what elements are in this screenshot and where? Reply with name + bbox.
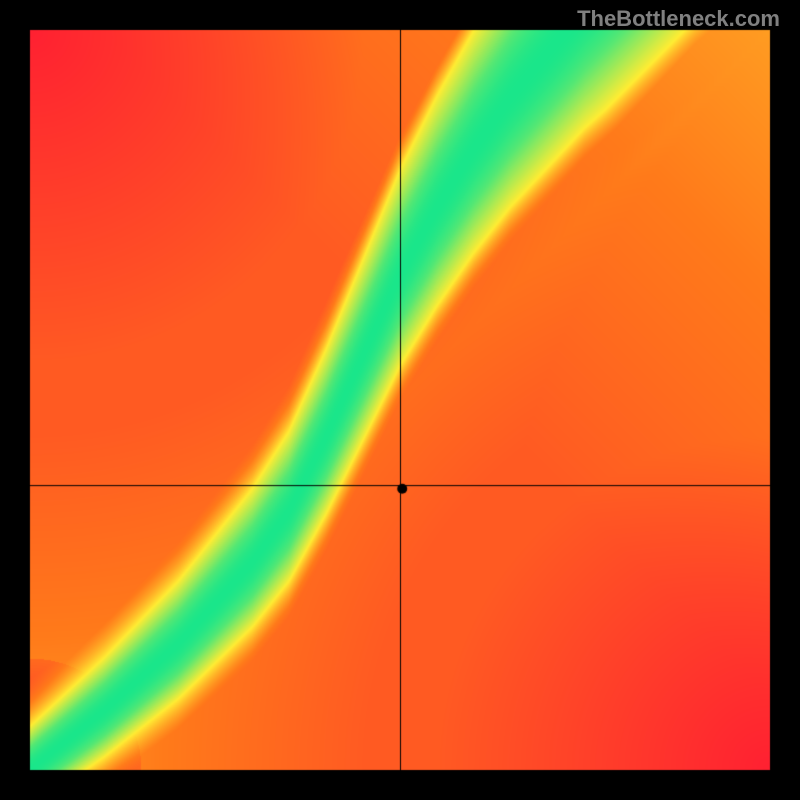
bottleneck-heatmap [0,0,800,800]
watermark-label: TheBottleneck.com [577,6,780,32]
